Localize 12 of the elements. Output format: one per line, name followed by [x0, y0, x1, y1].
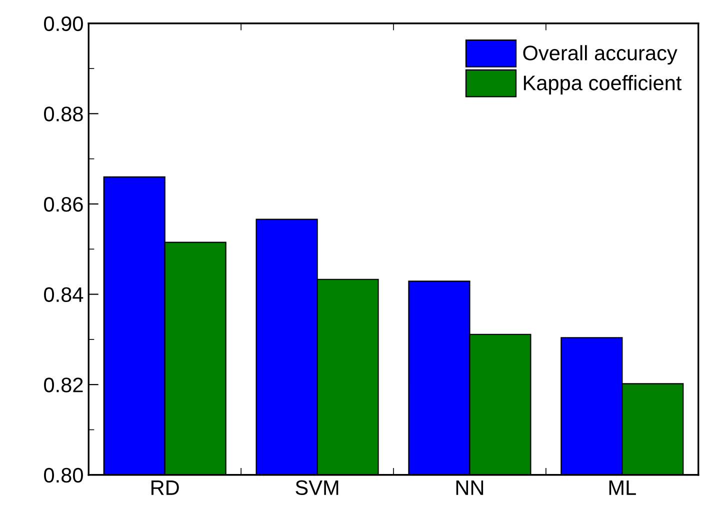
y-tick-label: 0.90 [44, 16, 83, 32]
y-tick-label: 0.84 [44, 287, 84, 302]
x-tick-label: SVM [296, 480, 338, 496]
y-tick-label: 0.86 [44, 196, 83, 212]
legend-label: Overall accuracy [523, 45, 678, 65]
y-tick-label: 0.82 [44, 378, 83, 392]
y-tick-label: 0.88 [44, 106, 83, 122]
y-tick-label: 0.80 [44, 468, 83, 483]
x-tick-label: NN [456, 480, 484, 495]
x-tick-label: ML [609, 480, 636, 495]
legend-label: Kappa coefficient [524, 75, 682, 94]
x-tick-label: RD [152, 480, 179, 495]
